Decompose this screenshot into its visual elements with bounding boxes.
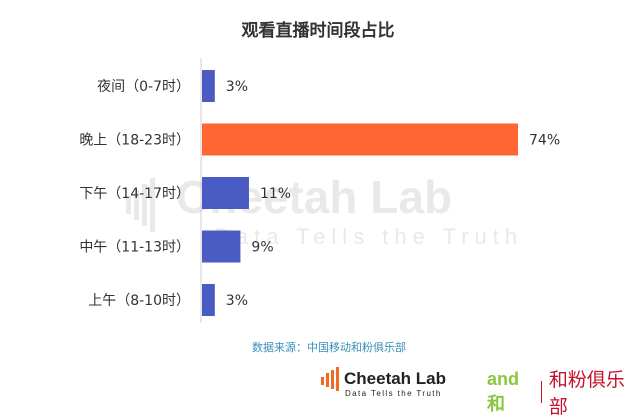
footer-logo-name: Cheetah Lab (344, 369, 446, 388)
data-label: 3% (226, 79, 248, 95)
partner-divider (540, 381, 542, 403)
data-label: 11% (260, 186, 291, 202)
data-label: 9% (251, 240, 273, 256)
partner-name: 和粉俱乐部 (548, 369, 625, 418)
bar (202, 284, 215, 316)
data-label: 74% (529, 133, 560, 149)
bar (202, 123, 518, 156)
category-label: 夜间（0-7时） (97, 79, 190, 95)
partner-logo: and和 和粉俱乐部 (487, 365, 640, 419)
partner-mark: and和 (487, 368, 520, 414)
bar (202, 230, 241, 263)
bar (202, 70, 215, 102)
category-label: 下午（14-17时） (79, 186, 190, 202)
watermark-tagline: Data Tells the Truth (214, 224, 523, 249)
source-note: 数据来源：中国移动和粉俱乐部 (252, 340, 406, 354)
bar (202, 177, 249, 209)
category-label: 中午（11-13时） (79, 240, 190, 256)
cheetah-lab-logo: Cheetah Lab Data Tells the Truth (321, 367, 446, 398)
watermark: Cheetah Lab Data Tells the Truth (126, 171, 523, 249)
watermark-logo-icon (126, 178, 155, 232)
footer-logo-tagline: Data Tells the Truth (345, 389, 442, 398)
cheetah-logo-icon (321, 367, 339, 391)
category-label: 上午（8-10时） (88, 293, 190, 309)
chart-title: 观看直播时间段占比 (241, 20, 395, 41)
category-label: 晚上（18-23时） (79, 133, 190, 149)
bars-layer: 夜间（0-7时） 3% 晚上（18-23时） 74% 下午（14-17时） 11% 中午（1… (79, 70, 560, 316)
chart: 观看直播时间段占比 Cheetah Lab Data Tells the Tru… (79, 20, 560, 398)
data-label: 3% (226, 293, 248, 309)
